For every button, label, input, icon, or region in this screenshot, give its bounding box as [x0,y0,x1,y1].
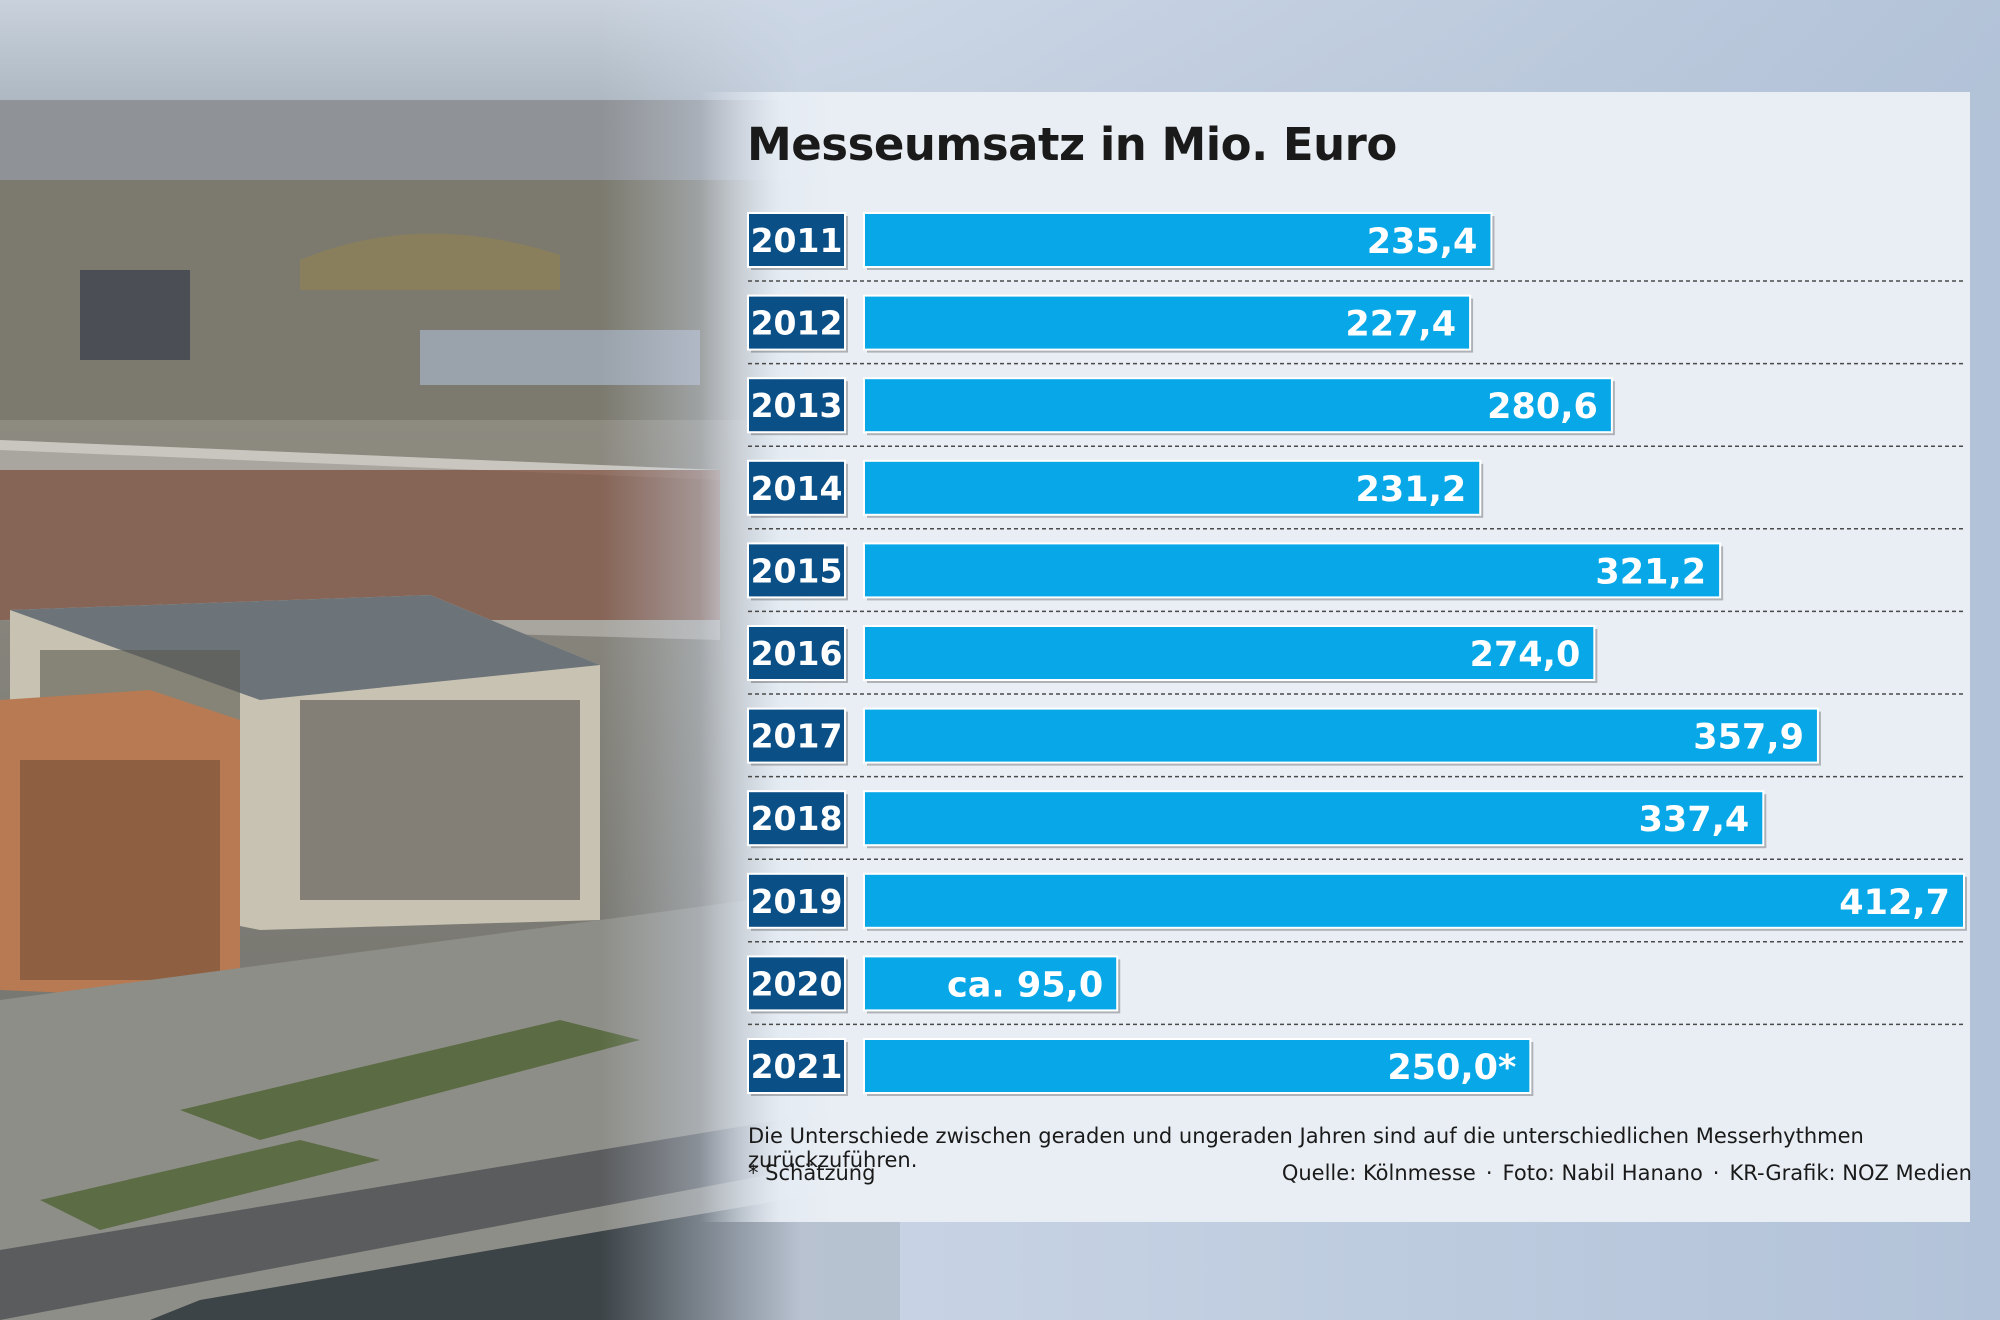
footnote: Die Unterschiede zwischen geraden und un… [748,1124,1864,1172]
year-box [747,790,846,847]
credits-line: Quelle: Kölnmesse · Foto: Nabil Hanano · KR-… [1281,1161,1972,1185]
year-label: 2015 [751,551,843,590]
value-label: 227,4 [1345,305,1456,345]
value-label: 231,2 [1356,470,1467,510]
year-label: 2012 [751,304,843,343]
value-label: 321,2 [1595,552,1706,592]
year-box [747,872,846,929]
year-label: 2016 [751,634,843,673]
year-box [747,459,846,516]
year-label: 2021 [751,1047,843,1086]
bar [863,625,1596,681]
value-label: 337,4 [1639,800,1750,840]
year-box [747,542,846,599]
value-label: 412,7 [1839,883,1950,923]
bar [863,955,1119,1012]
year-label: 2011 [751,221,843,260]
year-box [747,294,846,351]
bar [863,707,1819,764]
bar [863,459,1482,516]
year-label: 2017 [751,717,843,756]
bar [863,872,1965,929]
bar [863,294,1472,351]
year-box [747,625,846,681]
value-label: 250,0* [1387,1048,1516,1088]
graphic-credit: KR-Grafik: NOZ Medien [1729,1161,1972,1185]
estimate-note: * Schätzung [748,1161,876,1185]
year-box [747,377,846,434]
bar [863,790,1765,847]
value-label: 274,0 [1470,635,1581,675]
year-label: 2018 [751,799,843,838]
source-credit: Quelle: Kölnmesse [1281,1161,1476,1185]
value-label: 357,9 [1693,718,1804,758]
value-label: ca. 95,0 [947,965,1103,1005]
year-box [747,707,846,764]
year-label: 2020 [751,964,843,1003]
value-label: 235,4 [1367,222,1478,262]
year-box [747,955,846,1012]
bar [863,212,1493,268]
bar [863,377,1613,434]
bar [863,1038,1532,1094]
year-label: 2013 [751,386,843,425]
year-box [747,1038,846,1094]
year-box [747,212,846,268]
photo-credit: Foto: Nabil Hanano [1502,1161,1703,1185]
year-label: 2014 [751,469,843,508]
value-label: 280,6 [1487,387,1598,427]
chart-title: Messeumsatz in Mio. Euro [747,118,1397,171]
year-label: 2019 [751,882,843,921]
bar [863,542,1722,599]
